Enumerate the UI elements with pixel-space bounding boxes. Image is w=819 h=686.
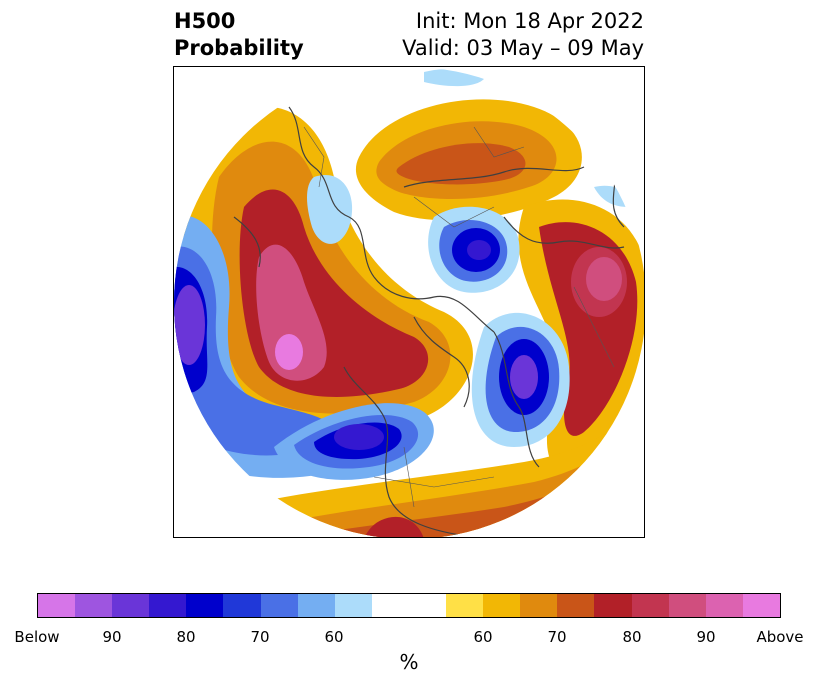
chart-title: H500 Probability <box>174 8 304 62</box>
colorbar-segment <box>297 594 335 617</box>
below-normal-band-atlantic <box>471 312 570 447</box>
map-canvas <box>174 67 644 537</box>
colorbar-segment <box>75 594 113 617</box>
colorbar-segment <box>112 594 150 617</box>
colorbar-segment <box>668 594 706 617</box>
colorbar-segment <box>631 594 669 617</box>
colorbar-segment <box>223 594 261 617</box>
colorbar-segment <box>260 594 298 617</box>
above-normal-band-north <box>355 99 582 221</box>
title-line-1: H500 <box>174 9 236 33</box>
tick-label: 90 <box>696 628 716 646</box>
colorbar-segment <box>446 594 484 617</box>
tick-label: 80 <box>622 628 642 646</box>
colorbar-segment <box>520 594 558 617</box>
colorbar-unit: % <box>399 650 419 674</box>
init-date: Init: Mon 18 Apr 2022 <box>415 9 644 33</box>
tick-label: Above <box>756 628 804 646</box>
forecast-dates: Init: Mon 18 Apr 2022 Valid: 03 May – 09… <box>402 8 644 62</box>
colorbar-segment <box>557 594 595 617</box>
below-normal-band-west <box>174 215 366 478</box>
colorbar-segment <box>186 594 224 617</box>
colorbar-segment <box>38 594 76 617</box>
colorbar <box>37 593 781 618</box>
colorbar-segment <box>742 594 780 617</box>
probability-map <box>173 66 645 538</box>
below-normal-band-pacific <box>274 403 434 480</box>
valid-date: Valid: 03 May – 09 May <box>402 36 644 60</box>
tick-label: 60 <box>473 628 493 646</box>
above-normal-band-east <box>518 199 644 474</box>
tick-label: Below <box>14 628 60 646</box>
tick-label: 60 <box>324 628 344 646</box>
tick-label: 70 <box>547 628 567 646</box>
colorbar-segment <box>483 594 521 617</box>
above-normal-band-west <box>183 106 473 434</box>
colorbar-segment <box>334 594 372 617</box>
title-line-2: Probability <box>174 36 304 60</box>
colorbar-segment <box>594 594 632 617</box>
below-normal-band-pole <box>428 206 520 293</box>
colorbar-segment <box>149 594 187 617</box>
tick-label: 70 <box>250 628 270 646</box>
tick-label: 80 <box>176 628 196 646</box>
tick-label: 90 <box>102 628 122 646</box>
colorbar-segment <box>371 594 447 617</box>
colorbar-segment <box>705 594 743 617</box>
country-borders <box>303 126 615 508</box>
